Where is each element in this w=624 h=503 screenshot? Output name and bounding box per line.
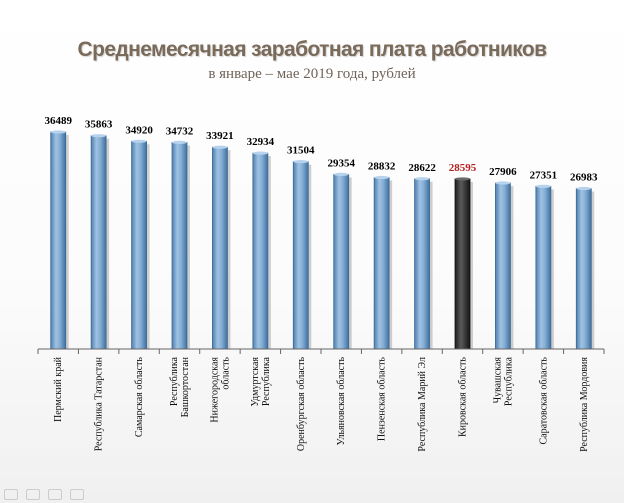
data-label: 32934 [247, 136, 275, 148]
category-label: Пермский край [53, 356, 64, 422]
data-label: 34920 [125, 124, 153, 136]
bar [535, 185, 552, 350]
bar-cap [172, 140, 187, 145]
category-label: Республика Мордовия [579, 357, 590, 452]
category-label: Нижегородская [209, 357, 220, 423]
data-label: 29354 [327, 157, 355, 169]
category-label: Кировская область [458, 357, 469, 437]
category-label: Республика [169, 356, 180, 406]
bar [171, 142, 188, 350]
chart-subtitle: в январе – мае 2019 года, рублей [208, 66, 416, 82]
data-label: 28595 [449, 162, 477, 174]
category-label: Республика Марий Эл [417, 357, 428, 452]
bar [333, 174, 350, 350]
bar-cap [131, 139, 147, 143]
bar [212, 146, 228, 350]
bar [292, 161, 309, 350]
bar [373, 177, 390, 350]
bar [90, 135, 107, 350]
category-label: Оренбургская область [296, 357, 307, 452]
category-label: Саратовская область [538, 357, 549, 445]
bar [252, 152, 269, 350]
bar-highlighted [454, 178, 471, 350]
bar [414, 178, 430, 350]
bar-cap [252, 151, 268, 155]
bar [131, 140, 147, 350]
bar [575, 188, 592, 350]
category-label: Чувашская [492, 357, 503, 404]
bar-cap [91, 134, 107, 138]
data-label: 31504 [287, 145, 315, 157]
next-icon[interactable] [70, 488, 84, 500]
bar-cap [535, 184, 551, 188]
bar-cap [414, 177, 430, 181]
data-label: 28832 [368, 161, 396, 173]
prev-icon[interactable] [4, 488, 18, 500]
bar-cap [333, 172, 349, 177]
bar-cap [495, 181, 511, 185]
data-label: 26983 [570, 172, 598, 184]
data-label: 36489 [44, 115, 72, 127]
category-label: Пензенская область [377, 357, 388, 442]
bar-cap [374, 175, 390, 180]
category-label: Самарская область [134, 357, 145, 438]
data-label: 35863 [85, 119, 113, 131]
bar-cap [212, 145, 228, 149]
data-label: 27906 [489, 166, 517, 178]
data-label: 33921 [206, 130, 234, 142]
category-label: Ульяновская область [336, 357, 347, 446]
slide-toolbar [4, 488, 84, 500]
category-label: Башкортостан [180, 356, 191, 417]
category-label: Республика [261, 356, 272, 406]
category-label: Республика Татарстан [94, 356, 105, 451]
bar-cap [50, 130, 66, 134]
data-label: 27351 [530, 169, 558, 181]
bar-cap [576, 186, 592, 191]
data-label: 34732 [166, 125, 194, 137]
category-label: область [220, 357, 231, 390]
category-label: Республика [503, 356, 514, 406]
pen-icon[interactable] [26, 488, 40, 500]
category-label: Удмуртская [250, 357, 261, 407]
bar [495, 182, 511, 350]
bar [50, 131, 67, 350]
menu-icon[interactable] [48, 488, 62, 500]
bar-cap [455, 177, 470, 181]
bar-cap [293, 160, 309, 164]
chart-title: Среднемесячная заработная плата работник… [77, 38, 548, 61]
data-label: 28622 [408, 162, 436, 174]
